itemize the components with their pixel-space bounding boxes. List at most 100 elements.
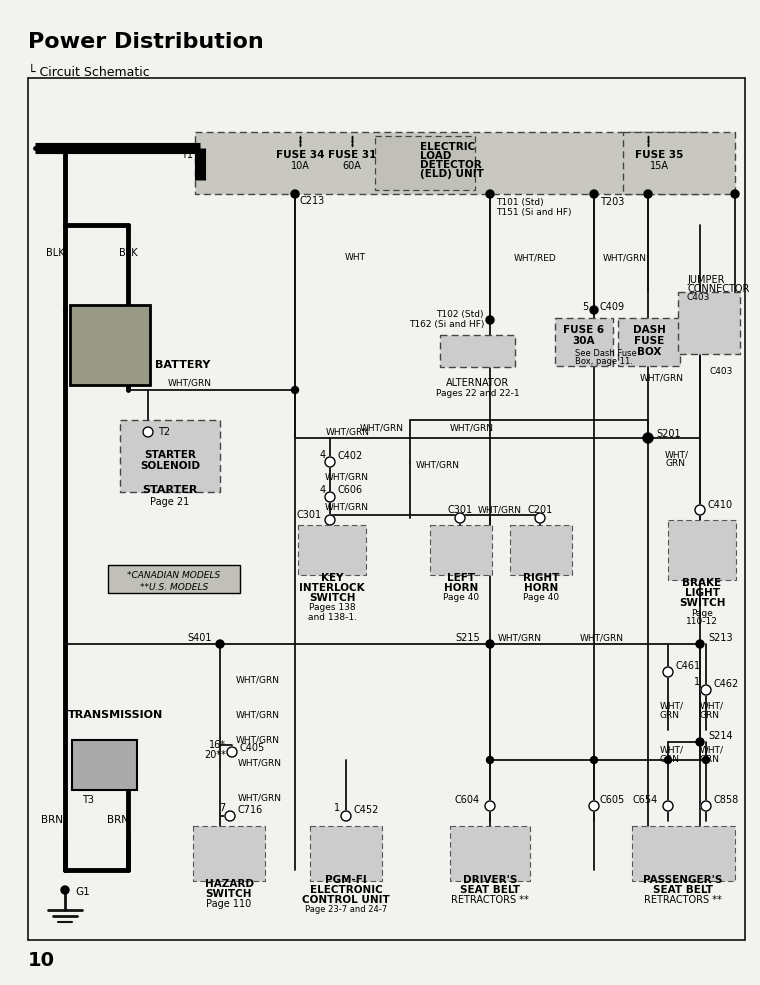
Text: WHT/GRN: WHT/GRN: [236, 736, 280, 745]
Circle shape: [589, 801, 599, 811]
Circle shape: [486, 316, 494, 324]
Text: HORN: HORN: [524, 583, 558, 593]
Text: INTERLOCK: INTERLOCK: [299, 583, 365, 593]
Bar: [195, 132, 705, 194]
Text: T101 (Std): T101 (Std): [496, 198, 543, 207]
Text: WHT/GRN: WHT/GRN: [640, 373, 684, 382]
Text: C654: C654: [633, 795, 658, 805]
Circle shape: [590, 190, 598, 198]
Text: Page 40: Page 40: [523, 594, 559, 603]
Text: SOLENOID: SOLENOID: [140, 461, 200, 471]
Text: 10A: 10A: [290, 161, 309, 171]
Bar: [430, 525, 492, 575]
Text: WHT/GRN: WHT/GRN: [238, 758, 282, 767]
Text: WHT: WHT: [344, 253, 366, 262]
Circle shape: [341, 811, 351, 821]
Circle shape: [225, 811, 235, 821]
Text: See Dash Fuse: See Dash Fuse: [575, 349, 637, 358]
Text: C858: C858: [714, 795, 739, 805]
Text: **U.S. MODELS: **U.S. MODELS: [140, 582, 208, 592]
Circle shape: [702, 756, 710, 763]
Bar: [632, 826, 735, 881]
Text: WHT/: WHT/: [660, 746, 684, 755]
Text: 5: 5: [581, 302, 588, 312]
Text: 4: 4: [320, 450, 326, 460]
Text: Page 23-7 and 24-7: Page 23-7 and 24-7: [305, 905, 387, 914]
Bar: [108, 565, 240, 593]
Bar: [618, 318, 680, 366]
Text: C716: C716: [238, 805, 263, 815]
Text: WHT/: WHT/: [700, 701, 724, 710]
Text: FUSE: FUSE: [634, 336, 664, 346]
Text: BATTERY: BATTERY: [155, 360, 211, 370]
Text: RIGHT: RIGHT: [523, 573, 559, 583]
Text: WHT/GRN: WHT/GRN: [580, 633, 624, 642]
Text: ALTERNATOR: ALTERNATOR: [446, 378, 510, 388]
Text: RETRACTORS **: RETRACTORS **: [644, 895, 722, 905]
Text: SWITCH: SWITCH: [679, 598, 725, 608]
Text: S201: S201: [656, 429, 681, 439]
Text: GRN: GRN: [660, 710, 680, 719]
Text: and 138-1.: and 138-1.: [308, 613, 356, 622]
Text: 10: 10: [28, 951, 55, 969]
Text: BLK: BLK: [119, 248, 138, 258]
Circle shape: [485, 801, 495, 811]
Text: SWITCH: SWITCH: [309, 593, 355, 603]
Text: Power Distribution: Power Distribution: [28, 32, 264, 52]
Text: WHT/GRN: WHT/GRN: [450, 424, 494, 432]
Circle shape: [643, 433, 653, 443]
Text: (ELD) UNIT: (ELD) UNIT: [420, 169, 484, 179]
Text: C402: C402: [337, 451, 363, 461]
Bar: [298, 525, 366, 575]
Text: STARTER: STARTER: [144, 450, 196, 460]
Text: WHT/GRN: WHT/GRN: [238, 794, 282, 803]
Text: C403: C403: [710, 367, 733, 376]
Text: HAZARD: HAZARD: [204, 879, 254, 889]
Circle shape: [591, 756, 597, 763]
Text: C452: C452: [354, 805, 379, 815]
Text: C605: C605: [600, 795, 625, 805]
Circle shape: [227, 747, 237, 757]
Circle shape: [695, 505, 705, 515]
Circle shape: [590, 306, 598, 314]
Text: DETECTOR: DETECTOR: [420, 160, 482, 170]
Text: LOAD: LOAD: [420, 151, 451, 161]
Circle shape: [644, 190, 652, 198]
Text: S214: S214: [708, 731, 733, 741]
Circle shape: [701, 685, 711, 695]
Text: PASSENGER'S: PASSENGER'S: [643, 875, 723, 885]
Text: BLK: BLK: [46, 248, 65, 258]
Text: C410: C410: [708, 500, 733, 510]
Circle shape: [701, 801, 711, 811]
Text: SEAT BELT: SEAT BELT: [653, 885, 713, 895]
Circle shape: [663, 801, 673, 811]
Text: T203: T203: [600, 197, 625, 207]
Text: RETRACTORS **: RETRACTORS **: [451, 895, 529, 905]
Circle shape: [486, 756, 493, 763]
Circle shape: [535, 513, 545, 523]
Text: WHT/GRN: WHT/GRN: [168, 378, 212, 387]
Text: WHT/GRN: WHT/GRN: [603, 253, 647, 262]
Text: 1: 1: [694, 677, 700, 687]
Text: 15A: 15A: [650, 161, 669, 171]
Text: Pages 138: Pages 138: [309, 604, 356, 613]
Text: C403: C403: [686, 294, 710, 302]
Text: Page 21: Page 21: [150, 497, 190, 507]
Text: C606: C606: [337, 485, 362, 495]
Text: T162 (Si and HF): T162 (Si and HF): [409, 320, 484, 330]
Circle shape: [291, 190, 299, 198]
Text: LIGHT: LIGHT: [685, 588, 720, 598]
Text: WHT/GRN: WHT/GRN: [416, 461, 460, 470]
Text: HORN: HORN: [444, 583, 478, 593]
Text: S215: S215: [455, 633, 480, 643]
Text: ELECTRIC: ELECTRIC: [420, 142, 475, 152]
Circle shape: [325, 515, 335, 525]
Circle shape: [664, 756, 672, 763]
Circle shape: [325, 492, 335, 502]
Text: CONNECTOR: CONNECTOR: [687, 284, 749, 294]
Text: WHT/RED: WHT/RED: [514, 253, 556, 262]
Bar: [678, 292, 740, 354]
Circle shape: [455, 513, 465, 523]
Circle shape: [325, 457, 335, 467]
Text: Box, page 11.: Box, page 11.: [575, 358, 633, 366]
